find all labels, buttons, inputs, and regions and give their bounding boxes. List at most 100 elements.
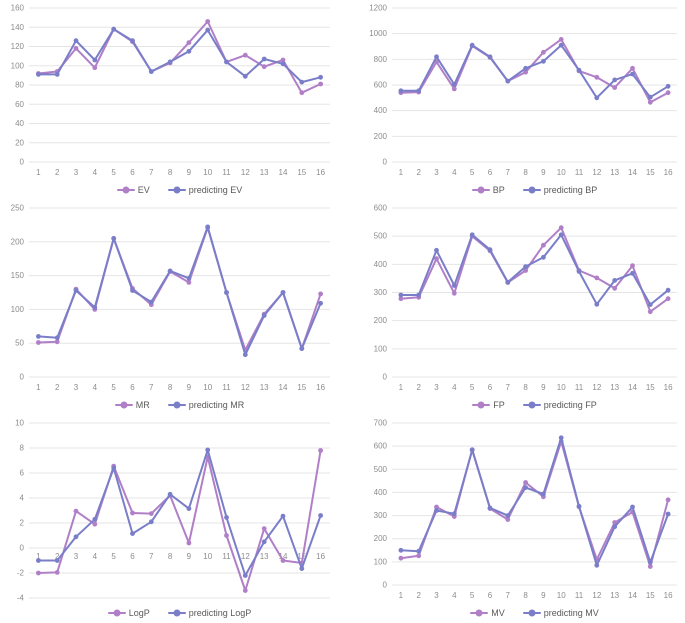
legend-dot-icon [475,609,483,617]
x-axis-tick-label: 5 [111,552,116,561]
x-axis-tick-label: 6 [130,383,135,392]
data-point-marker-icon [451,82,457,87]
y-axis-tick-label: 200 [374,534,388,543]
y-axis-tick-label: 4 [20,494,25,503]
chart-panel-logp: -4 -2 0 2 4 6 8 10 1 2 3 4 5 6 7 8 9 10 11 12 13 14 15 16 LogP pr… [0,415,342,623]
x-axis-tick-label: 2 [416,383,421,392]
y-axis-tick-label: 80 [15,81,24,90]
data-point-marker-icon [647,559,653,565]
x-axis-tick-label: 16 [664,383,673,392]
data-point-marker-icon [280,61,286,67]
data-point-marker-icon [242,588,248,593]
data-point-marker-icon [167,268,173,274]
y-axis-tick-label: 100 [11,305,25,314]
x-axis-tick-label: 5 [470,591,475,600]
data-point-marker-icon [261,539,267,545]
data-point-marker-icon [594,74,600,80]
legend-item-predicting-MV: predicting MV [522,608,599,618]
x-axis-tick-label: 15 [297,383,306,392]
data-point-marker-icon [54,558,60,563]
y-axis-tick-label: 100 [11,61,25,70]
data-point-marker-icon [111,236,117,241]
data-point-marker-icon [612,520,618,525]
data-point-marker-icon [36,558,41,563]
data-point-marker-icon [205,447,211,453]
data-point-marker-icon [612,285,618,291]
x-axis-tick-label: 8 [168,383,173,392]
x-axis-tick-label: 14 [628,591,637,600]
x-axis-tick-label: 2 [55,168,60,177]
legend-label: BP [492,185,505,195]
x-axis-tick-label: 11 [222,552,231,561]
data-point-marker-icon [261,64,267,70]
legend-item-BP: BP [471,185,505,195]
data-point-marker-icon [398,547,404,553]
data-point-marker-icon [576,67,582,73]
data-point-marker-icon [434,504,439,510]
y-axis-tick-label: -2 [17,569,25,578]
legend-item-predicting-LogP: predicting LogP [167,608,251,618]
data-point-marker-icon [205,224,211,230]
x-axis-tick-label: 11 [575,168,584,177]
data-point-marker-icon [665,296,671,302]
data-point-marker-icon [665,83,671,89]
x-axis-tick-label: 16 [316,383,325,392]
x-axis-tick-label: 2 [55,552,60,561]
y-axis-tick-label: 40 [15,119,24,128]
data-point-marker-icon [469,232,475,238]
data-point-marker-icon [434,256,439,262]
x-axis-tick-label: 12 [592,591,601,600]
data-point-marker-icon [647,99,653,105]
x-axis-tick-label: 12 [241,168,250,177]
data-point-marker-icon [36,340,41,345]
y-axis-tick-label: 400 [374,106,388,115]
x-axis-tick-label: 7 [506,383,511,392]
x-axis-tick-label: 1 [399,591,404,600]
y-axis-tick-label: 600 [374,81,388,90]
series-line-FP [399,226,670,313]
x-axis-tick-label: 3 [74,383,79,392]
data-point-marker-icon [647,309,653,315]
data-point-marker-icon [224,59,229,65]
x-axis-tick-label: 11 [575,383,584,392]
data-point-marker-icon [54,335,60,341]
data-point-marker-icon [594,562,600,568]
legend-marker-icon [522,401,541,409]
data-point-marker-icon [280,290,286,295]
data-point-marker-icon [92,305,98,310]
y-axis-tick-label: 0 [383,158,388,167]
data-point-marker-icon [665,511,671,517]
x-axis-tick-label: 10 [203,168,212,177]
x-axis-tick-label: 10 [203,383,212,392]
x-axis-tick-label: 5 [470,168,475,177]
data-point-marker-icon [469,42,475,48]
x-axis-tick-label: 11 [575,591,584,600]
x-axis-tick-label: 14 [628,383,637,392]
data-point-marker-icon [416,88,422,94]
data-point-marker-icon [205,27,211,33]
legend-EV: EV predicting EV [29,185,330,195]
chart-panel-ev: 0 20 40 60 80 100 120 140 160 1 2 3 4 5 6 7 8 9 10 11 12 13 14… [0,0,342,200]
y-axis-tick-label: 150 [11,271,25,280]
y-axis-tick-label: 300 [374,511,388,520]
y-axis-tick-label: 0 [20,544,25,553]
data-point-marker-icon [434,508,439,513]
data-point-marker-icon [73,534,79,540]
data-point-marker-icon [594,275,600,281]
data-point-marker-icon [242,352,248,358]
y-axis-tick-label: 8 [20,444,25,453]
legend-item-predicting-MR: predicting MR [167,400,244,410]
y-axis-tick-label: 0 [383,581,388,590]
y-axis-tick-label: 50 [15,339,24,348]
data-point-marker-icon [73,508,79,514]
data-point-marker-icon [318,291,323,297]
legend-marker-icon [472,401,491,409]
data-point-marker-icon [73,46,79,51]
data-point-marker-icon [318,300,323,306]
legend-item-predicting-BP: predicting BP [522,185,597,195]
data-point-marker-icon [612,77,618,83]
x-axis-tick-label: 6 [130,168,135,177]
x-axis-tick-label: 4 [452,591,457,600]
